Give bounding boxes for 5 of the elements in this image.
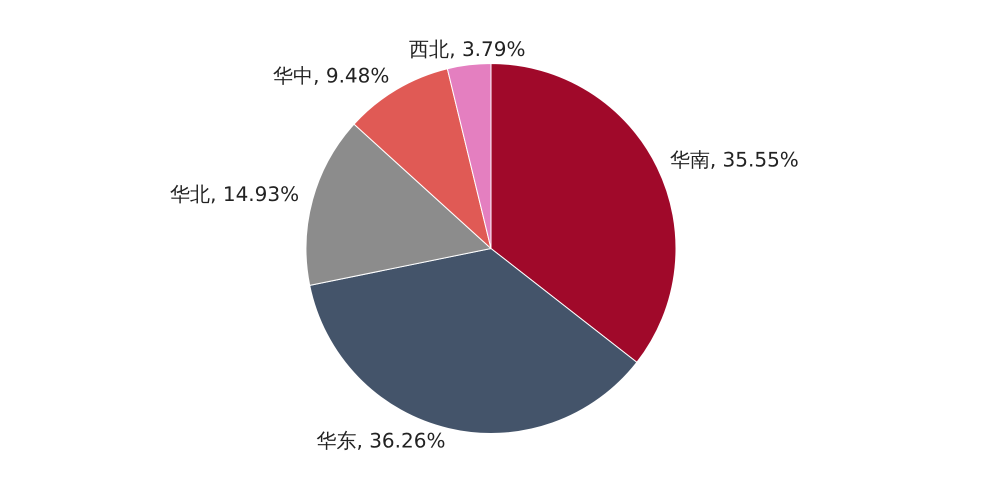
slice-label: 华南, 35.55% [670, 147, 799, 172]
slice-label: 华东, 36.26% [316, 428, 446, 452]
slice-label: 华北, 14.93% [170, 182, 300, 206]
slice-label: 华中, 9.48% [273, 64, 390, 88]
slice-label: 西北, 3.79% [409, 37, 526, 62]
